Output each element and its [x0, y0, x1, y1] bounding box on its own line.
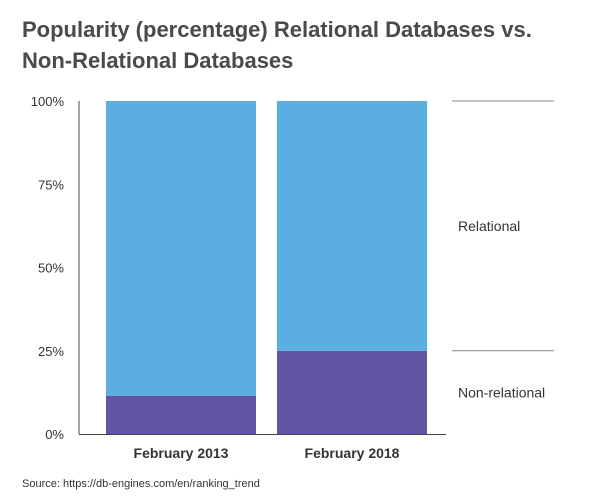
- x-tick-label: February 2013: [134, 445, 229, 461]
- y-tick-label: 25%: [38, 344, 64, 359]
- y-tick-label: 0%: [45, 427, 64, 442]
- x-tick-label: February 2018: [305, 445, 400, 461]
- y-tick-label: 75%: [38, 177, 64, 192]
- y-tick-label: 50%: [38, 261, 64, 276]
- y-axis-ticks: 0% 25% 50% 75% 100%: [31, 94, 65, 442]
- y-tick-label: 100%: [31, 94, 65, 109]
- bars: [106, 101, 427, 434]
- bar-relational-1: [106, 101, 256, 396]
- bar-non-relational-1: [106, 395, 256, 434]
- legend-label-non-relational: Non-relational: [458, 384, 545, 400]
- bar-relational-2: [277, 101, 427, 351]
- stacked-bar-chart: 0%25%50%75%100% February 2013 February 20…: [31, 94, 554, 461]
- legend-label-relational: Relational: [458, 218, 520, 234]
- chart-title: Popularity (percentage) Relational Datab…: [22, 17, 532, 73]
- bar-non-relational-2: [277, 350, 427, 434]
- axes: [78, 101, 446, 435]
- source-note: Source: https://db-engines.com/en/rankin…: [22, 478, 260, 490]
- x-axis-labels: February 2013 February 2018: [134, 445, 400, 461]
- legend: Non-relational Relational: [452, 100, 554, 400]
